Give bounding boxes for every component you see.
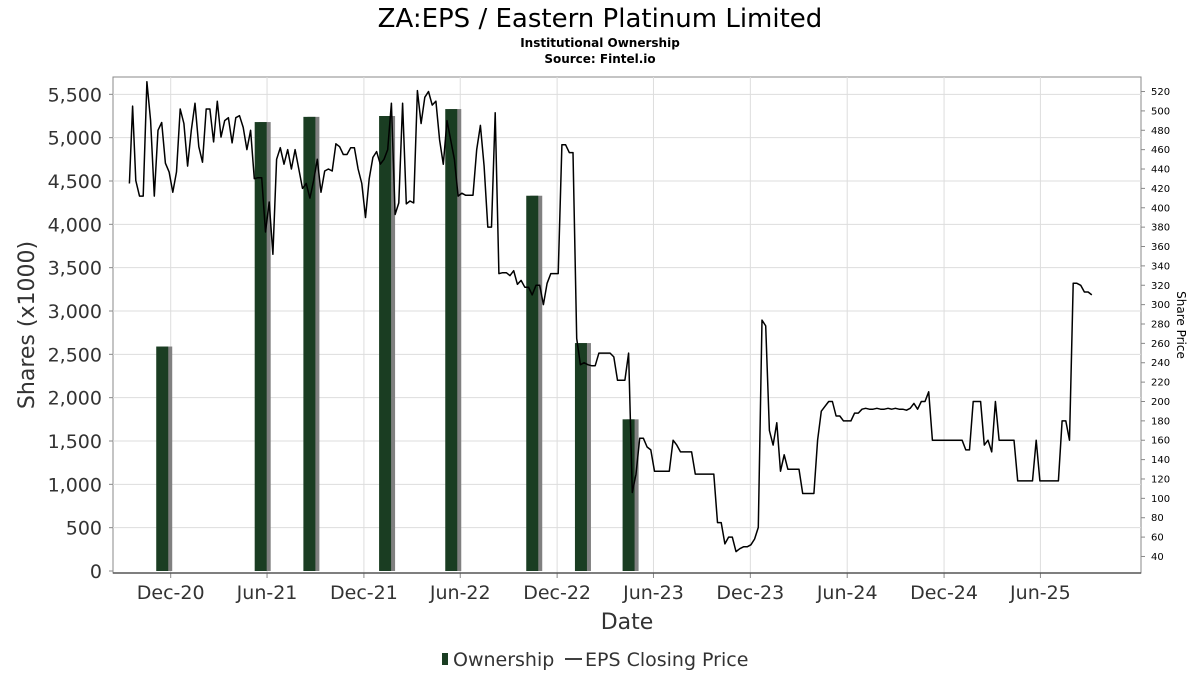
y2-axis-label: Share Price [1174, 291, 1188, 359]
y-tick-label: 1,000 [48, 474, 102, 496]
y2-tick-label: 460 [1151, 145, 1170, 156]
y2-tick-label: 400 [1151, 203, 1170, 214]
y-tick-label: 4,500 [48, 171, 102, 193]
x-axis-label: Date [601, 610, 654, 635]
x-tick-label: Jun-25 [1009, 582, 1071, 604]
x-tick-label: Jun-21 [236, 582, 298, 604]
y2-tick-label: 320 [1151, 281, 1170, 292]
grid [113, 77, 1141, 573]
x-tick-label: Dec-24 [910, 582, 978, 604]
chart-title: ZA:EPS / Eastern Platinum Limited [378, 4, 823, 34]
x-tick-label: Dec-23 [716, 582, 784, 604]
x-tick-label: Jun-23 [622, 582, 684, 604]
y2-tick-label: 120 [1151, 474, 1170, 485]
price-line-layer [128, 81, 1093, 553]
y-tick-label: 4,000 [48, 214, 102, 236]
ownership-bar [622, 419, 635, 571]
legend-ownership-swatch [442, 653, 448, 665]
y-tick-label: 3,000 [48, 301, 102, 323]
y2-tick-label: 160 [1151, 436, 1170, 447]
y2-tick-label: 380 [1151, 223, 1170, 234]
y2-tick-label: 480 [1151, 126, 1170, 137]
y-tick-label: 5,500 [48, 84, 102, 106]
x-tick-label: Jun-22 [429, 582, 491, 604]
ownership-bar [254, 122, 267, 572]
y-tick-label: 0 [90, 561, 102, 583]
chart-subtitle: Institutional Ownership [520, 36, 680, 50]
ownership-bar [445, 109, 458, 572]
ownership-bar [574, 343, 587, 571]
y2-tick-label: 60 [1151, 533, 1164, 544]
eps-price-line [128, 81, 1093, 553]
y-tick-label: 3,500 [48, 258, 102, 280]
legend-price-label: EPS Closing Price [585, 649, 748, 671]
y2-tick-label: 240 [1151, 358, 1170, 369]
y2-tick-label: 260 [1151, 339, 1170, 350]
y2-tick-label: 100 [1151, 494, 1170, 505]
y2-tick-label: 220 [1151, 378, 1170, 389]
y2-tick-label: 140 [1151, 455, 1170, 466]
axes: 0 500 1,000 1,500 2,000 2,500 3,000 3,500 4,000 4… [48, 84, 1171, 604]
ownership-bar [379, 116, 392, 571]
legend-ownership-label: Ownership [453, 649, 554, 671]
y-tick-label: 2,000 [48, 388, 102, 410]
ownership-bars [156, 109, 639, 572]
y-tick-label: 500 [66, 518, 102, 540]
y2-tick-label: 200 [1151, 397, 1170, 408]
ownership-bar [526, 195, 539, 571]
y2-tick-label: 360 [1151, 242, 1170, 253]
ownership-bar [303, 116, 316, 571]
y2-tick-label: 420 [1151, 184, 1170, 195]
y-axis-label: Shares (x1000) [15, 241, 40, 409]
ownership-bar [156, 346, 169, 571]
x-tick-label: Jun-24 [816, 582, 878, 604]
x-tick-label: Dec-22 [523, 582, 591, 604]
y2-tick-label: 280 [1151, 320, 1170, 331]
y-tick-label: 2,500 [48, 344, 102, 366]
y-tick-label: 5,000 [48, 128, 102, 150]
y2-tick-label: 80 [1151, 513, 1164, 524]
chart-source: Source: Fintel.io [544, 52, 655, 66]
legend: Ownership EPS Closing Price [442, 649, 748, 671]
y2-tick-label: 440 [1151, 165, 1170, 176]
y2-tick-label: 180 [1151, 416, 1170, 427]
y2-tick-label: 340 [1151, 261, 1170, 272]
y-tick-label: 1,500 [48, 431, 102, 453]
x-tick-label: Dec-21 [330, 582, 398, 604]
y2-tick-label: 520 [1151, 87, 1170, 98]
y2-tick-label: 500 [1151, 106, 1170, 117]
y2-tick-label: 40 [1151, 552, 1164, 563]
y2-tick-label: 300 [1151, 300, 1170, 311]
x-tick-label: Dec-20 [137, 582, 205, 604]
